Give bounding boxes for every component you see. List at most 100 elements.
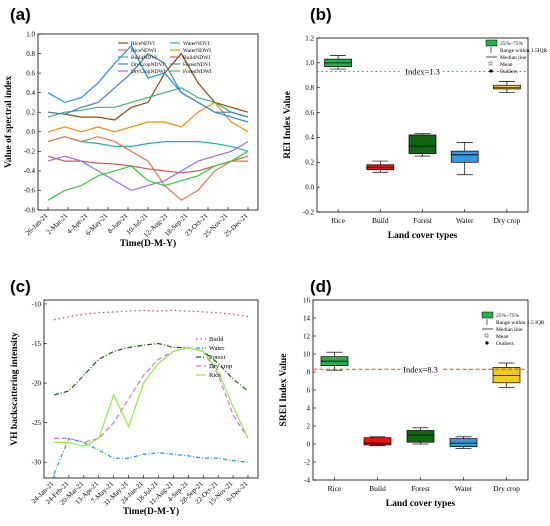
y-tick-label-d: 2 (307, 422, 311, 430)
y-tick-label-d: 14 (303, 314, 311, 322)
y-tick-label-a: -0.2 (24, 148, 36, 156)
y-tick-label-a: 0.6 (26, 69, 35, 77)
y-tick-label-a: -0.8 (24, 206, 36, 214)
legend-label-d: 25%~75% (496, 313, 520, 319)
series-line-ricendwi (47, 136, 248, 201)
y-tick-label-c: -10 (32, 300, 42, 308)
panel-label-a: (a) (10, 5, 31, 24)
y-axis-label-a: Value of spectral index (4, 76, 14, 169)
legend-label-b: Outliers (500, 69, 518, 75)
legend-label-a: DryCropNDVI (131, 62, 164, 68)
category-label-d: Forest (411, 484, 431, 493)
y-tick-label-d: 10 (303, 350, 311, 358)
legend-label-a: BuildNDVI (131, 55, 157, 61)
threshold-label-d: Index=8.3 (403, 364, 438, 374)
y-tick-label-d: 16 (303, 296, 311, 304)
category-label-b: Water (456, 216, 474, 225)
legend-mean-swatch-d (484, 333, 489, 338)
legend-label-d: Mean (496, 334, 509, 340)
series-line-build (53, 309, 249, 321)
y-tick-label-b: 0.2 (305, 159, 314, 167)
y-tick-label-d: -2 (304, 458, 310, 466)
x-axis-label-a: Time(D-M-Y) (120, 238, 176, 249)
y-tick-label-a: -0.4 (24, 167, 36, 175)
category-label-b: Dry crop (493, 216, 520, 225)
category-label-d: Build (369, 484, 386, 493)
legend-label-c: Build (209, 336, 224, 343)
legend-label-a: BuildNDWI (183, 55, 210, 61)
legend-label-a: RiceNDVI (131, 41, 155, 47)
series-line-rice (54, 346, 249, 448)
category-label-d: Water (455, 484, 473, 493)
series-line-forest (53, 342, 249, 396)
x-tick-label-a: 6-May-21 (84, 211, 110, 237)
y-tick-label-a: 1.0 (26, 30, 35, 38)
y-tick-label-a: 0.0 (26, 128, 35, 136)
y-tick-label-c: -20 (32, 379, 42, 387)
legend-label-c: Rice (209, 372, 221, 379)
y-tick-label-d: 0 (307, 440, 311, 448)
legend-label-a: RiceNDWI (131, 48, 156, 54)
series-line-drycropndwi (47, 141, 249, 192)
category-label-d: Dry crop (493, 484, 520, 493)
y-tick-label-b: 0.4 (305, 134, 314, 142)
category-label-d: Rice (328, 484, 342, 493)
legend-outlier-swatch-b (489, 69, 493, 73)
legend-label-d: Median line (496, 327, 523, 333)
y-tick-label-d: 6 (307, 386, 311, 394)
x-tick-label-a: 2-Mar-21 (45, 211, 70, 236)
box-water (449, 438, 478, 448)
legend-label-b: Mean (500, 62, 513, 68)
series-line-forestndwi (47, 150, 249, 201)
legend-label-a: WaterNDVI (183, 41, 210, 47)
legend-label-d: Range within 1.5 IQR (496, 320, 545, 326)
legend-label-c: Water (209, 345, 225, 352)
threshold-label-bg-b (402, 66, 443, 77)
box-build (363, 437, 392, 446)
y-tick-label-c: -25 (32, 419, 42, 427)
y-tick-label-d: -4 (304, 476, 310, 484)
threshold-label-b: Index=1.3 (405, 67, 440, 77)
y-axis-label-d: SREI Index Value (279, 354, 289, 427)
box-water (450, 150, 479, 163)
y-tick-label-b: 0.0 (305, 183, 314, 191)
y-tick-label-a: 0.4 (26, 89, 35, 97)
y-tick-label-b: 1.0 (305, 59, 314, 67)
legend-label-a: ForestNDWI (183, 69, 212, 75)
legend-label-b: Range within 1.5IQR (500, 48, 548, 54)
legend-label-c: Forest (209, 354, 225, 361)
threshold-label-bg-d (400, 364, 441, 375)
y-axis-label-b: REI Index Value (283, 91, 293, 159)
series-line-dry-crop (54, 346, 249, 444)
series-line-buildndvi (47, 87, 249, 118)
panel-label-d: (d) (310, 277, 332, 296)
y-tick-label-a: -0.6 (24, 187, 36, 195)
panel-label-c: (c) (10, 277, 31, 296)
panel-label-b: (b) (310, 5, 332, 24)
legend-label-a: DryCropNDWI (131, 69, 166, 75)
legend-label-a: WaterNDWI (183, 48, 211, 54)
y-tick-label-b: 0.8 (305, 84, 314, 92)
x-axis-label-d: Land cover types (386, 499, 456, 509)
legend-mean-swatch-b (488, 61, 493, 66)
box-forest (406, 430, 435, 443)
series-line-water (53, 437, 249, 475)
x-axis-label-c: Time(D-M-Y) (123, 506, 179, 517)
legend-label-b: Median line (500, 55, 527, 61)
y-tick-label-d: 4 (307, 404, 311, 412)
y-tick-label-b: 1.2 (305, 34, 314, 42)
y-tick-label-c: -30 (32, 458, 42, 466)
category-label-b: Rice (331, 216, 345, 225)
series-line-forestndvi (47, 52, 249, 118)
y-tick-label-c: -15 (32, 340, 42, 348)
y-tick-label-d: 12 (303, 332, 311, 340)
legend-label-c: Dry crop (209, 363, 232, 370)
legend-label-a: ForestNDVI (183, 62, 211, 68)
box-dry-crop (492, 367, 521, 384)
plot-frame-c (43, 299, 259, 479)
y-axis-label-c: VH backscattering intensity (10, 332, 20, 446)
y-tick-label-b: -0.2 (303, 208, 315, 216)
category-label-b: Forest (413, 216, 433, 225)
legend-box-swatch-d (481, 311, 494, 319)
x-tick-label-a: 26-Jan-21 (24, 211, 50, 237)
